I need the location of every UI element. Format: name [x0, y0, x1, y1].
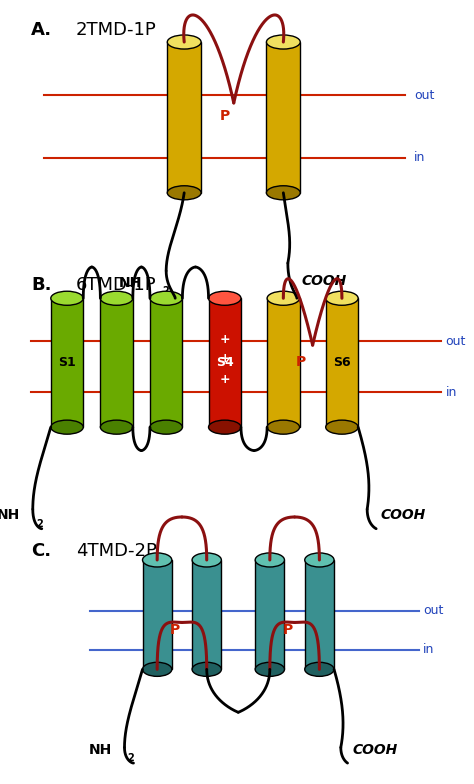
Text: 2TMD-1P: 2TMD-1P	[76, 21, 157, 39]
Bar	[192, 560, 221, 670]
Text: P: P	[283, 623, 293, 637]
Ellipse shape	[255, 553, 284, 567]
Bar	[209, 298, 241, 427]
Text: +: +	[219, 352, 230, 365]
Text: +: +	[219, 332, 230, 346]
Bar	[167, 42, 201, 193]
Text: 2: 2	[36, 519, 43, 528]
Ellipse shape	[100, 420, 133, 434]
Text: S6: S6	[333, 356, 351, 369]
Bar	[255, 560, 284, 670]
Bar	[267, 298, 300, 427]
Text: P: P	[296, 355, 307, 369]
Text: out: out	[414, 89, 434, 102]
Text: 2: 2	[128, 753, 135, 763]
Bar	[305, 560, 334, 670]
Ellipse shape	[192, 662, 221, 677]
Bar	[51, 298, 83, 427]
Bar	[100, 298, 133, 427]
Ellipse shape	[209, 420, 241, 434]
Ellipse shape	[255, 662, 284, 677]
Ellipse shape	[167, 186, 201, 200]
Ellipse shape	[143, 553, 172, 567]
Ellipse shape	[266, 186, 300, 200]
Text: 6TMD-1P: 6TMD-1P	[76, 277, 157, 294]
Bar	[150, 298, 182, 427]
Text: out: out	[446, 335, 466, 348]
Ellipse shape	[150, 291, 182, 305]
Ellipse shape	[51, 291, 83, 305]
Ellipse shape	[192, 553, 221, 567]
Text: in: in	[414, 151, 425, 164]
Ellipse shape	[51, 420, 83, 434]
Ellipse shape	[100, 291, 133, 305]
Bar	[266, 42, 300, 193]
Text: B.: B.	[31, 277, 52, 294]
Text: out: out	[423, 604, 443, 617]
Text: COOH: COOH	[381, 509, 426, 522]
Ellipse shape	[326, 420, 358, 434]
Ellipse shape	[209, 291, 241, 305]
Text: NH: NH	[89, 742, 112, 757]
Text: A.: A.	[31, 21, 52, 39]
Text: COOH: COOH	[352, 742, 397, 757]
Ellipse shape	[167, 35, 201, 49]
Text: C.: C.	[31, 542, 51, 560]
Ellipse shape	[150, 420, 182, 434]
Text: 4TMD-2P: 4TMD-2P	[76, 542, 157, 560]
Text: COOH: COOH	[301, 274, 346, 288]
Text: P: P	[170, 623, 180, 637]
Bar	[143, 560, 172, 670]
Ellipse shape	[305, 553, 334, 567]
Ellipse shape	[266, 35, 300, 49]
Text: P: P	[219, 109, 230, 123]
Text: NH: NH	[119, 276, 142, 289]
Ellipse shape	[267, 420, 300, 434]
Ellipse shape	[326, 291, 358, 305]
Text: in: in	[423, 644, 434, 656]
Text: S1: S1	[58, 356, 76, 369]
Ellipse shape	[143, 662, 172, 677]
Text: S4: S4	[216, 356, 234, 369]
Text: NH: NH	[0, 509, 20, 522]
Ellipse shape	[305, 662, 334, 677]
Text: 2: 2	[163, 286, 169, 296]
Ellipse shape	[267, 291, 300, 305]
Bar	[326, 298, 358, 427]
Text: +: +	[219, 373, 230, 387]
Text: in: in	[446, 386, 457, 398]
